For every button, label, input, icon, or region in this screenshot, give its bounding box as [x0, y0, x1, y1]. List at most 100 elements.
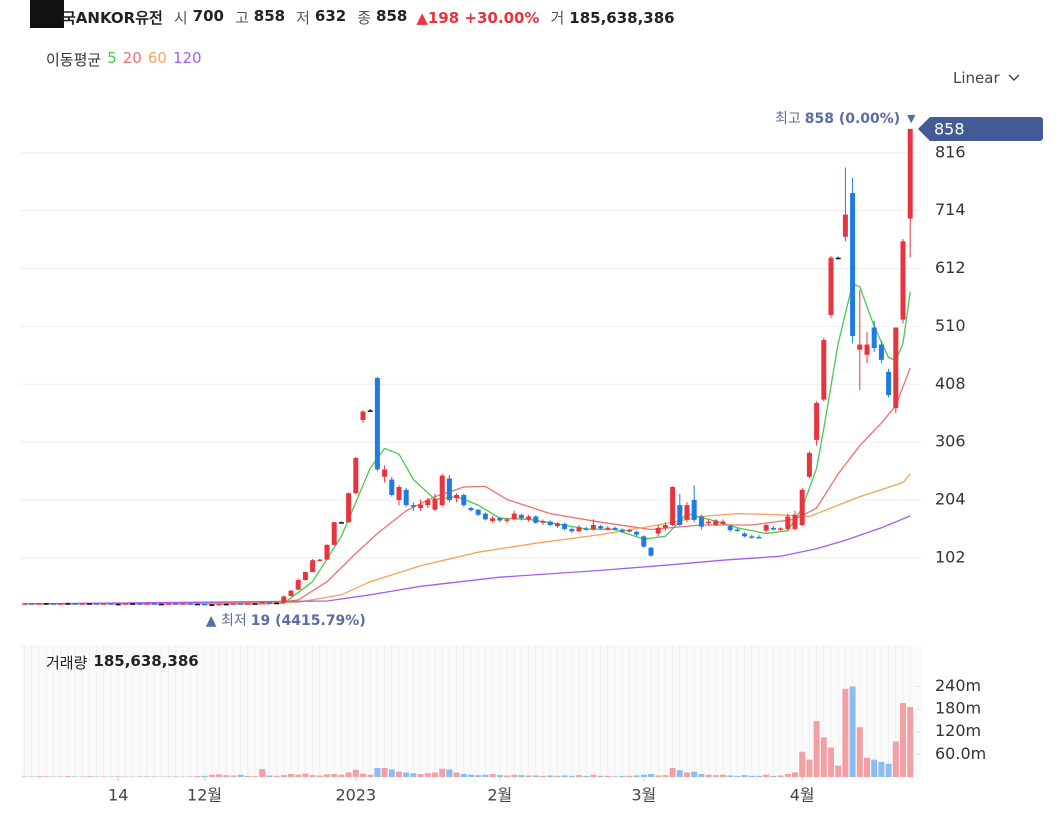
x-tick-label: 3월 [631, 786, 656, 805]
candle-body [266, 602, 272, 604]
candle-body [799, 489, 805, 525]
volume-bar [871, 759, 878, 777]
volume-bar [280, 775, 287, 777]
candle-body [79, 603, 85, 605]
candle-body [655, 527, 661, 534]
candle-body [115, 603, 121, 606]
volume-bar [835, 765, 842, 777]
candle-body [223, 603, 229, 606]
volume-bar [784, 773, 791, 777]
scale-button[interactable]: Linear [953, 69, 1020, 87]
stock-name: 국ANKOR유전 [62, 9, 163, 27]
volume-bar [266, 775, 273, 777]
candle-body [360, 411, 366, 421]
candle-body [648, 547, 654, 556]
volume-bar [633, 775, 640, 777]
volume-total: 185,638,386 [93, 652, 199, 670]
high-annotation: 최고 858 (0.00%) [775, 111, 900, 127]
candle-body [547, 521, 553, 525]
candle-body [583, 528, 589, 530]
item-label: 종 [357, 9, 372, 27]
volume-bar [352, 769, 359, 777]
candle-body [763, 524, 769, 531]
volume-bar [662, 775, 669, 777]
candle-body [691, 500, 697, 520]
candle-body [835, 257, 841, 260]
candle-body [252, 603, 258, 605]
candle-body [454, 494, 460, 499]
volume-bar [273, 775, 280, 777]
candle-body [367, 410, 373, 412]
candle-body [713, 520, 719, 525]
candle-body [720, 521, 726, 524]
chevron [1008, 74, 1020, 82]
candle-body [36, 603, 42, 605]
x-tick-label: 4월 [790, 786, 815, 805]
volume-bar [309, 775, 316, 777]
x-tick-label: 2월 [487, 786, 512, 805]
item-value: 632 [314, 7, 347, 25]
volume-bar [432, 772, 438, 777]
volume-bar [763, 774, 770, 777]
volume-bar [201, 775, 208, 777]
volume-bar [849, 686, 856, 777]
candle-body [576, 527, 582, 532]
candle-body [230, 603, 236, 605]
candle-body [907, 128, 913, 219]
volume-bar [324, 774, 330, 777]
candle-body [871, 327, 877, 348]
volume-bar [856, 727, 863, 777]
volume-bar [604, 775, 611, 777]
volume-bar [878, 761, 885, 777]
candle-body [619, 529, 625, 532]
volume-bar [446, 769, 453, 777]
candle-body [158, 603, 164, 606]
candle-body [259, 602, 265, 604]
volume-bar [540, 775, 546, 777]
candle-body [173, 603, 179, 605]
candle-body [108, 603, 114, 605]
candle-body [756, 536, 762, 539]
candle-body [209, 604, 215, 606]
candle-body [562, 523, 568, 529]
volume-bar [93, 776, 100, 777]
y-tick-label: 204 [935, 490, 966, 509]
candle-body [893, 327, 899, 409]
volume-bar [295, 774, 302, 777]
candle-body [202, 603, 208, 606]
candle-body [605, 527, 611, 530]
candle-body [418, 504, 424, 508]
ma-legend-item: 5 [107, 49, 117, 67]
volume-bar [828, 747, 834, 777]
candle-body [554, 523, 560, 527]
candle-body [569, 528, 575, 532]
candle-body [598, 526, 604, 529]
candle-body [338, 522, 344, 524]
candle-body [432, 498, 438, 510]
candle-body [518, 514, 524, 519]
volume-bar [100, 776, 107, 778]
candle-body [626, 530, 632, 532]
candle-body [130, 603, 136, 605]
volume-bar [777, 775, 784, 777]
candle-body [677, 505, 683, 525]
ma-line [24, 515, 911, 605]
ma-legend-item: 120 [172, 49, 202, 67]
name-tag [30, 0, 64, 28]
candle-body [821, 340, 827, 400]
candle-body [403, 489, 409, 506]
volume-bar [79, 776, 86, 778]
volume-bar [180, 776, 186, 778]
x-tick-label: 2023 [335, 786, 376, 805]
candle-body [353, 458, 359, 494]
volume-bar [86, 776, 93, 777]
volume-bar [237, 774, 244, 777]
price-badge-label: 858 [934, 119, 965, 138]
volume-bar [72, 776, 78, 777]
candle-body [504, 519, 510, 521]
volume-tick-label: 120m [935, 721, 981, 740]
candle-body [792, 514, 798, 529]
volume-tick-label: 180m [935, 699, 981, 718]
candle-body [526, 516, 532, 520]
